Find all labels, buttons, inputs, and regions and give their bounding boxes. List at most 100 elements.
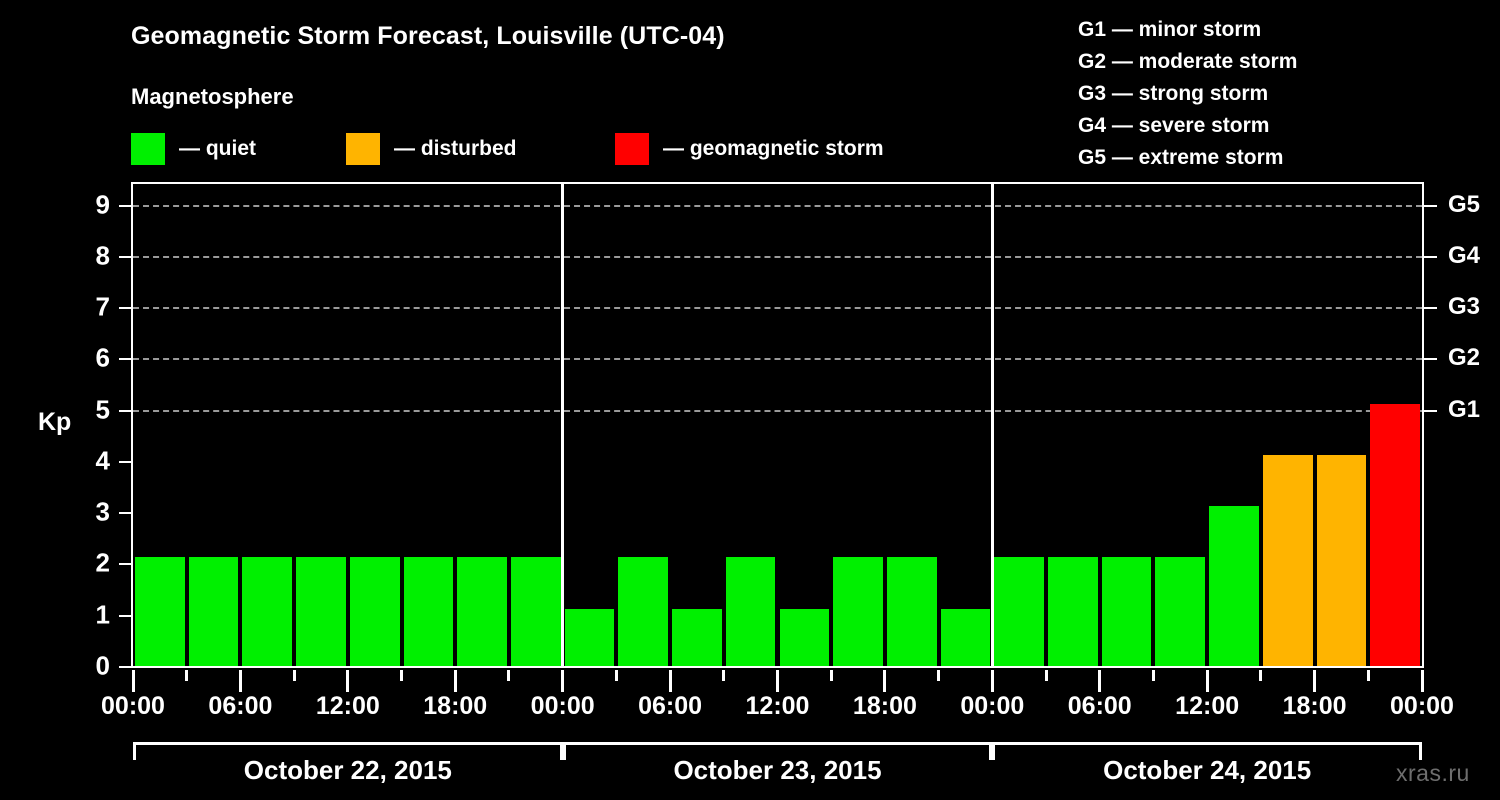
x-tick-11 xyxy=(722,670,726,681)
x-tick-label-1: 06:00 xyxy=(208,692,273,720)
g-tick-label-g4: G4 xyxy=(1448,241,1481,269)
y-tick-mark-8 xyxy=(119,255,132,258)
g-legend-row-g4: G4 — severe storm xyxy=(1078,114,1270,137)
date-bracket-2 xyxy=(562,742,993,760)
watermark: xras.ru xyxy=(1396,760,1470,786)
x-tick-8 xyxy=(561,670,565,692)
y-tick-mark-6 xyxy=(119,358,132,361)
bar-kp xyxy=(1370,403,1420,666)
g-tick-label-g1: G1 xyxy=(1448,395,1481,423)
gridline-kp-6 xyxy=(133,358,1422,361)
gridline-kp-9 xyxy=(133,204,1422,207)
bar-kp xyxy=(672,608,722,666)
bar-kp xyxy=(994,557,1045,666)
bar-kp xyxy=(1316,454,1367,666)
x-tick-label-3: 18:00 xyxy=(423,692,488,720)
x-tick-23 xyxy=(1366,670,1370,681)
g-tick-mark-g1 xyxy=(1424,409,1437,412)
page-title: Geomagnetic Storm Forecast, Louisville (… xyxy=(131,22,725,50)
g-tick-label-g2: G2 xyxy=(1448,344,1481,372)
x-tick-label-8: 00:00 xyxy=(960,692,1025,720)
gridline-kp-7 xyxy=(133,307,1422,310)
y-tick-label-4: 4 xyxy=(95,445,110,476)
bar-kp xyxy=(296,557,346,666)
date-label-1: October 22, 2015 xyxy=(243,755,452,785)
x-tick-5 xyxy=(400,670,404,681)
x-tick-label-5: 06:00 xyxy=(638,692,703,720)
bar-kp xyxy=(457,557,507,666)
x-tick-19 xyxy=(1151,670,1155,681)
x-tick-1 xyxy=(185,670,189,681)
x-tick-21 xyxy=(1259,670,1263,681)
bar-kp xyxy=(510,557,561,666)
g-tick-mark-g2 xyxy=(1424,358,1437,361)
legend-swatch-storm-icon xyxy=(615,133,649,165)
x-tick-17 xyxy=(1044,670,1048,681)
date-bracket-1 xyxy=(133,742,563,760)
gridline-kp-8 xyxy=(133,255,1422,258)
bar-kp xyxy=(779,608,830,666)
x-tick-10 xyxy=(668,670,672,692)
x-tick-label-6: 12:00 xyxy=(745,692,810,720)
date-bracket-3 xyxy=(992,742,1422,760)
x-tick-18 xyxy=(1098,670,1102,692)
y-tick-label-2: 2 xyxy=(95,547,110,578)
x-tick-16 xyxy=(990,670,994,692)
x-tick-13 xyxy=(829,670,833,681)
g-tick-mark-g3 xyxy=(1424,307,1437,310)
legend-swatch-quiet-icon xyxy=(131,133,165,165)
x-tick-3 xyxy=(292,670,296,681)
x-tick-label-7: 18:00 xyxy=(852,692,917,720)
x-tick-14 xyxy=(883,670,887,692)
g-legend-row-g2: G2 — moderate storm xyxy=(1078,50,1298,73)
g-tick-mark-g4 xyxy=(1424,255,1437,258)
x-tick-label-0: 00:00 xyxy=(101,692,165,720)
bar-kp xyxy=(1209,506,1259,666)
g-legend-row-g5: G5 — extreme storm xyxy=(1078,146,1284,169)
x-tick-12 xyxy=(776,670,779,692)
bar-kp xyxy=(1155,557,1206,666)
legend-item-quiet: — quiet xyxy=(131,132,256,166)
y-tick-label-5: 5 xyxy=(95,394,110,425)
x-tick-label-9: 06:00 xyxy=(1067,692,1132,720)
g-tick-label-g3: G3 xyxy=(1448,293,1481,321)
bar-kp xyxy=(940,608,991,666)
bar-kp xyxy=(1048,557,1098,666)
x-tick-15 xyxy=(937,670,941,681)
y-tick-mark-5 xyxy=(119,409,132,412)
y-tick-mark-9 xyxy=(119,204,132,207)
g-legend-row-g3: G3 — strong storm xyxy=(1078,82,1269,105)
plot-inner xyxy=(133,184,1422,666)
x-tick-label-12: 00:00 xyxy=(1390,692,1454,720)
bar-kp xyxy=(833,557,883,666)
x-tick-22 xyxy=(1313,670,1317,692)
y-tick-label-6: 6 xyxy=(95,342,110,373)
legend-swatch-disturbed-icon xyxy=(346,133,380,165)
x-tick-0 xyxy=(131,670,135,692)
y-tick-mark-1 xyxy=(119,614,132,617)
gridline-kp-5 xyxy=(133,409,1422,412)
bar-kp xyxy=(618,557,669,666)
x-tick-6 xyxy=(453,670,457,692)
y-tick-mark-3 xyxy=(119,512,132,515)
bar-kp xyxy=(349,557,400,666)
bar-kp xyxy=(188,557,239,666)
x-tick-24 xyxy=(1420,670,1424,692)
y-tick-mark-0 xyxy=(119,666,132,668)
x-tick-2 xyxy=(238,670,242,692)
y-tick-label-1: 1 xyxy=(95,599,110,630)
legend-label-storm: — geomagnetic storm xyxy=(663,137,884,160)
bar-kp xyxy=(886,557,937,666)
bar-kp xyxy=(1101,557,1152,666)
x-tick-label-11: 18:00 xyxy=(1282,692,1347,720)
y-tick-mark-7 xyxy=(119,307,132,310)
bar-kp xyxy=(725,557,776,666)
g-legend-row-g1: G1 — minor storm xyxy=(1078,18,1262,41)
legend-label-disturbed: — disturbed xyxy=(394,137,517,160)
y-axis-title: Kp xyxy=(38,408,72,436)
bar-kp xyxy=(1262,454,1313,666)
y-tick-label-9: 9 xyxy=(95,189,110,219)
y-tick-label-8: 8 xyxy=(95,240,110,271)
x-tick-20 xyxy=(1205,670,1209,692)
x-tick-label-4: 00:00 xyxy=(530,692,595,720)
